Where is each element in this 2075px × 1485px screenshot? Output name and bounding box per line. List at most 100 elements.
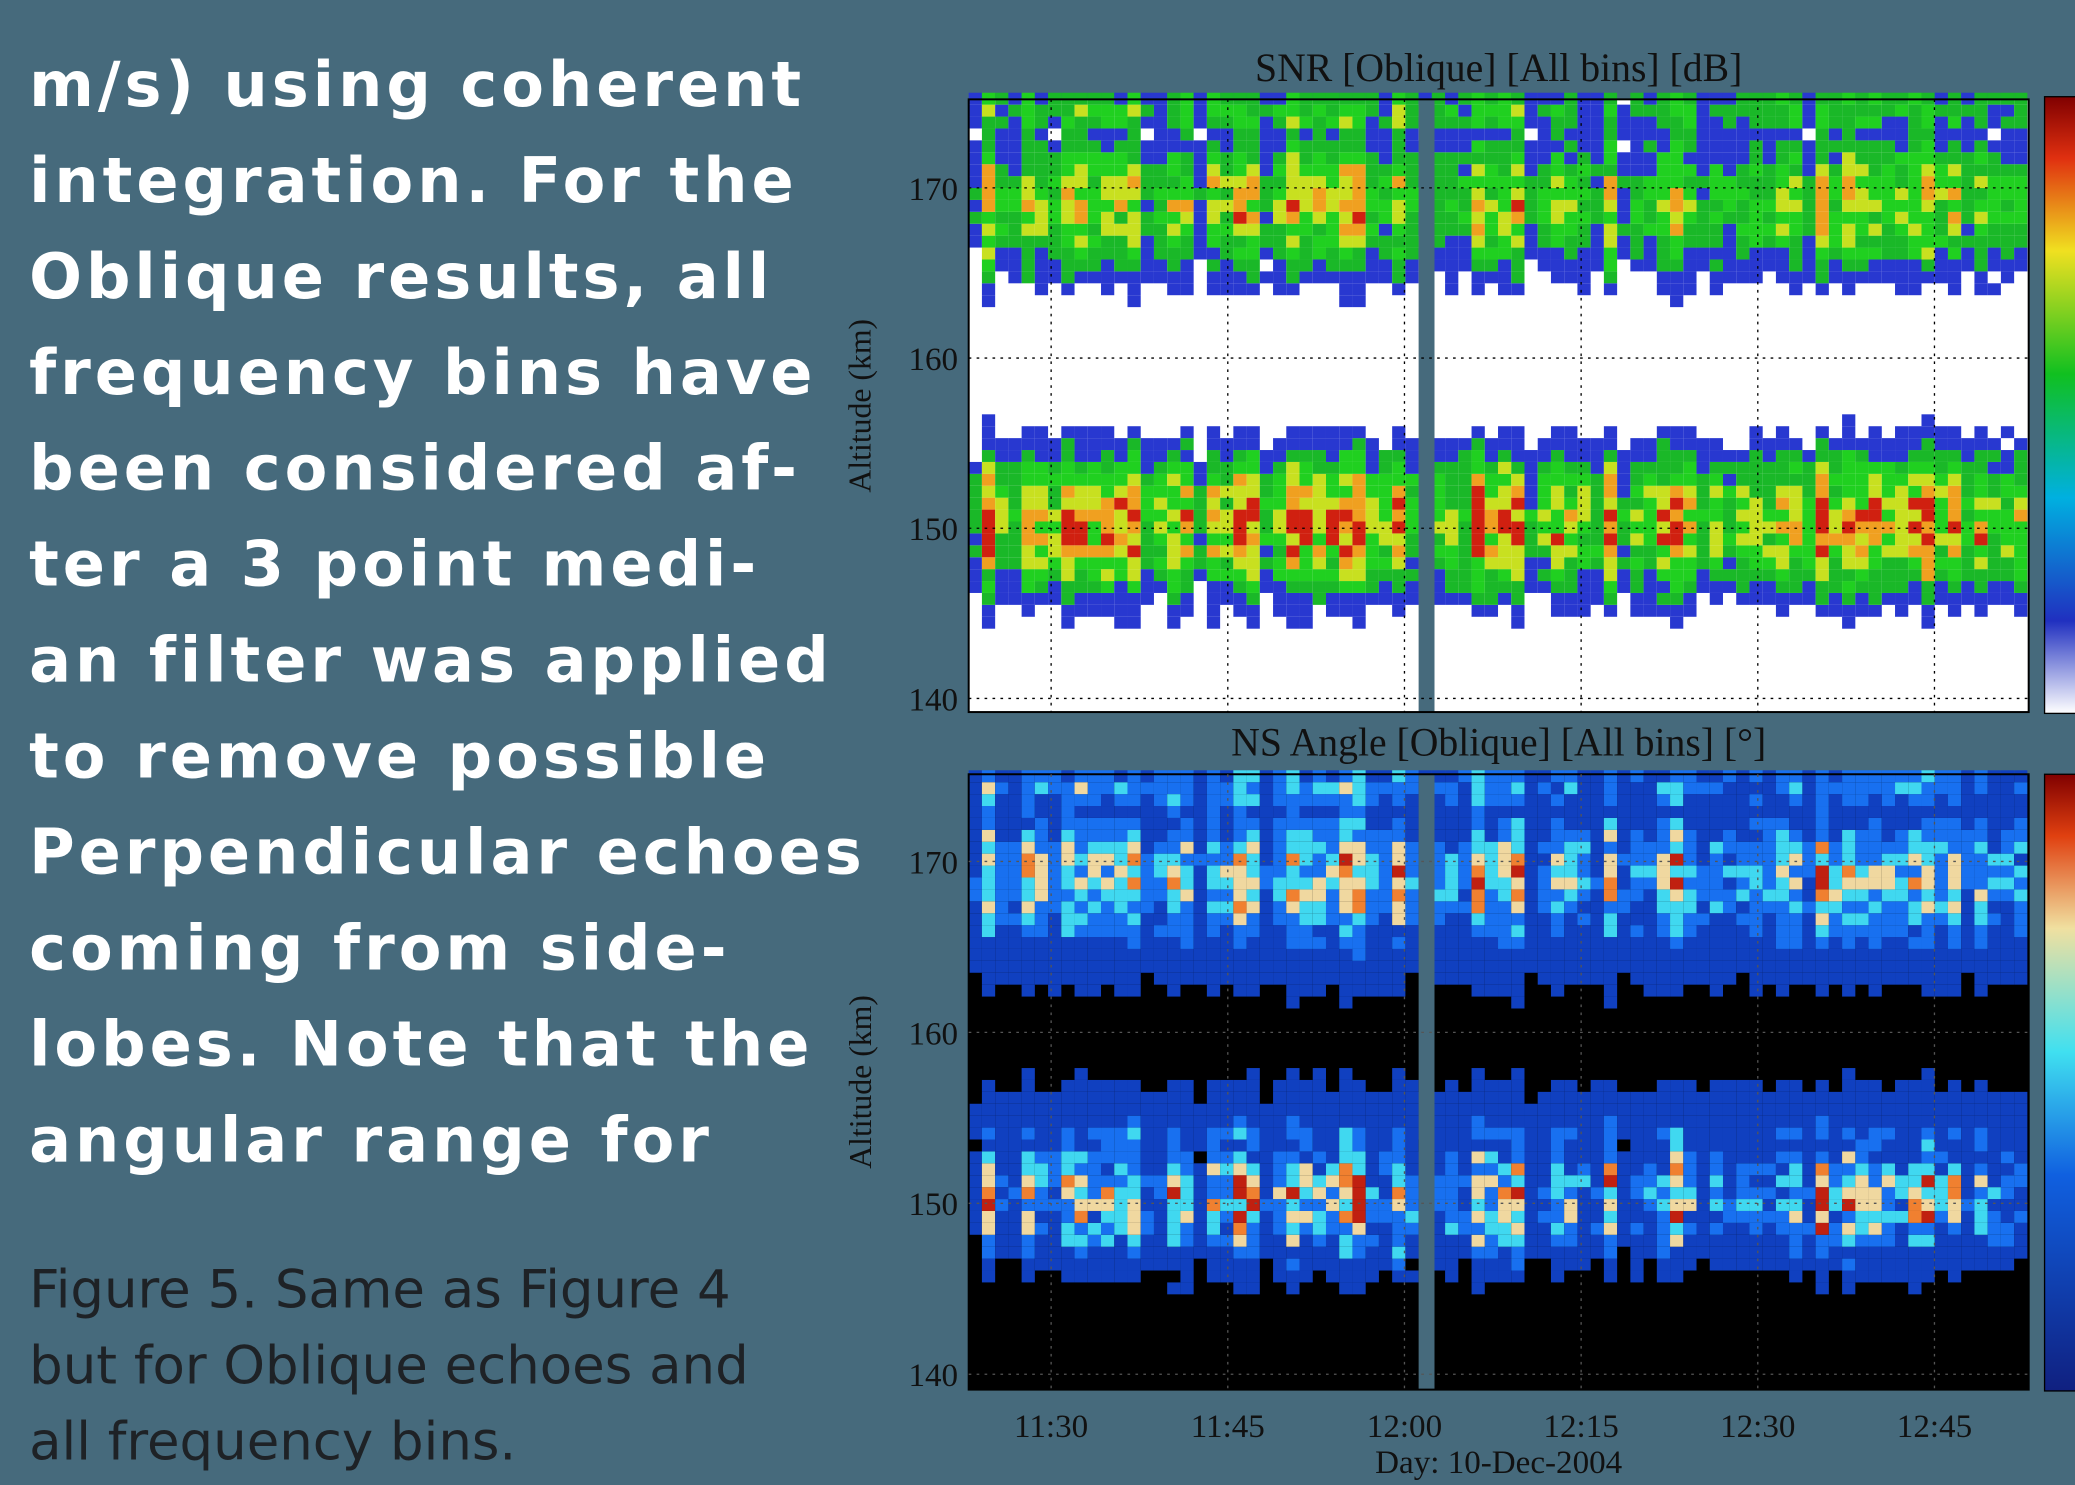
heatmap-cell [1657, 937, 1670, 949]
heatmap-cell [1313, 925, 1326, 937]
heatmap-cell [982, 937, 995, 949]
heatmap-cell [1313, 212, 1326, 224]
heatmap-cell [1988, 522, 2001, 534]
heatmap-cell [1551, 569, 1564, 581]
heatmap-cell [1326, 937, 1339, 949]
heatmap-cell [1061, 545, 1074, 557]
heatmap-cell [1472, 949, 1485, 961]
heatmap-cell [1670, 889, 1683, 901]
heatmap-cell [1247, 117, 1260, 129]
heatmap-cell [1180, 889, 1193, 901]
heatmap-cell [1207, 818, 1220, 830]
heatmap-cell [1829, 152, 1842, 164]
heatmap-cell [1855, 569, 1868, 581]
heatmap-cell [1008, 533, 1021, 545]
heatmap-cell [1630, 200, 1643, 212]
heatmap-cell [1233, 1163, 1246, 1175]
heatmap-cell [1882, 961, 1895, 973]
heatmap-cell [1247, 937, 1260, 949]
heatmap-cell [1207, 617, 1220, 629]
heatmap-cell [1207, 128, 1220, 140]
heatmap-cell [1657, 866, 1670, 878]
heatmap-cell [1657, 522, 1670, 534]
heatmap-cell [1988, 438, 2001, 450]
heatmap-cell [1789, 498, 1802, 510]
heatmap-cell [1022, 1151, 1035, 1163]
heatmap-cell [1577, 271, 1590, 283]
heatmap-cell [1657, 486, 1670, 498]
heatmap-cell [1220, 1211, 1233, 1223]
heatmap-cell [1683, 1116, 1696, 1128]
heatmap-cell [1683, 128, 1696, 140]
heatmap-cell [1352, 152, 1365, 164]
heatmap-cell [1697, 140, 1710, 152]
heatmap-cell [1326, 557, 1339, 569]
heatmap-cell [1405, 806, 1418, 818]
heatmap-cell [1300, 877, 1313, 889]
heatmap-cell [1789, 806, 1802, 818]
heatmap-cell [1697, 1092, 1710, 1104]
heatmap-cell [1710, 128, 1723, 140]
heatmap-cell [1458, 889, 1471, 901]
heatmap-cell [1802, 1187, 1815, 1199]
heatmap-cell [1366, 498, 1379, 510]
heatmap-cell [1048, 794, 1061, 806]
heatmap-cell [1220, 1223, 1233, 1235]
heatmap-cell [1829, 770, 1842, 782]
heatmap-cell [1286, 510, 1299, 522]
heatmap-cell [1194, 224, 1207, 236]
heatmap-cell [1683, 593, 1696, 605]
heatmap-cell [1908, 1092, 1921, 1104]
heatmap-cell [1207, 1271, 1220, 1283]
heatmap-cell [1670, 1080, 1683, 1092]
heatmap-cell [2001, 462, 2014, 474]
heatmap-cell [969, 889, 982, 901]
heatmap-cell [1816, 176, 1829, 188]
heatmap-cell [1061, 1128, 1074, 1140]
heatmap-cell [1538, 1223, 1551, 1235]
heatmap-cell [1670, 937, 1683, 949]
heatmap-cell [1789, 152, 1802, 164]
heatmap-cell [1220, 462, 1233, 474]
heatmap-cell [1670, 1271, 1683, 1283]
heatmap-cell [1088, 1259, 1101, 1271]
heatmap-cell [1908, 1247, 1921, 1259]
heatmap-cell [1194, 1140, 1207, 1152]
heatmap-cell [1842, 1223, 1855, 1235]
heatmap-cell [1749, 1199, 1762, 1211]
heatmap-cell [1194, 1223, 1207, 1235]
heatmap-cell [1445, 164, 1458, 176]
heatmap-cell [1511, 140, 1524, 152]
heatmap-cell [1630, 1235, 1643, 1247]
heatmap-cell [1644, 140, 1657, 152]
heatmap-cell [1154, 117, 1167, 129]
heatmap-cell [1154, 236, 1167, 248]
heatmap-cell [1247, 1235, 1260, 1247]
heatmap-cell [1908, 450, 1921, 462]
heatmap-cell [1075, 1247, 1088, 1259]
heatmap-cell [1855, 1259, 1868, 1271]
heatmap-cell [1445, 569, 1458, 581]
heatmap-cell [1088, 925, 1101, 937]
heatmap-cell [1948, 176, 1961, 188]
heatmap-cell [1498, 1211, 1511, 1223]
heatmap-cell [1617, 1151, 1630, 1163]
heatmap-cell [1921, 438, 1934, 450]
heatmap-cell [1789, 557, 1802, 569]
heatmap-cell [1167, 1163, 1180, 1175]
heatmap-cell [995, 236, 1008, 248]
heatmap-cell [1339, 248, 1352, 260]
heatmap-cell [1524, 1116, 1537, 1128]
heatmap-cell [1511, 498, 1524, 510]
heatmap-cell [1405, 842, 1418, 854]
heatmap-cell [1644, 806, 1657, 818]
heatmap-cell [1802, 1247, 1815, 1259]
heatmap-cell [1551, 212, 1564, 224]
heatmap-cell [1008, 1163, 1021, 1175]
heatmap-cell [1551, 1271, 1564, 1283]
heatmap-cell [1339, 224, 1352, 236]
heatmap-cell [1339, 806, 1352, 818]
heatmap-cell [1974, 474, 1987, 486]
heatmap-cell [1723, 770, 1736, 782]
heatmap-cell [1577, 913, 1590, 925]
